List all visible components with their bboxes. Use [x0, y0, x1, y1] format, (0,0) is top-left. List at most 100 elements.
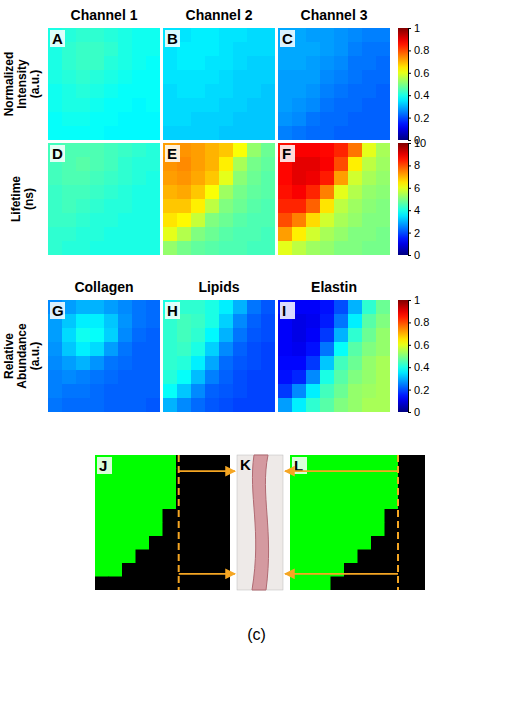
- heatmap-cell: [219, 112, 234, 127]
- heatmap-cell: [371, 550, 385, 564]
- heatmap-cell: [376, 199, 390, 214]
- heatmap-cell: [62, 185, 77, 200]
- heatmap-cell: [331, 496, 345, 510]
- heatmap-cell: [76, 126, 91, 140]
- heatmap-cell: [306, 328, 321, 343]
- colorbar-tick: 6: [408, 182, 420, 194]
- heatmap-cell: [317, 550, 331, 564]
- heatmap-cell: [203, 563, 217, 577]
- heatmap-cell: [90, 213, 105, 228]
- heatmap-cell: [385, 523, 399, 537]
- heatmap-cell: [358, 509, 372, 523]
- arrow: [179, 573, 235, 575]
- heatmap-cell: [122, 536, 136, 550]
- heatmap-cell: [104, 84, 119, 99]
- heatmap-cell: [76, 370, 91, 385]
- heatmap-cell: [203, 496, 217, 510]
- heatmap-cell: [306, 384, 321, 399]
- heatmap-cell: [132, 241, 147, 255]
- heatmap-cell: [149, 577, 163, 591]
- heatmap-cell: [191, 56, 206, 71]
- heatmap-cell: [331, 577, 345, 591]
- heatmap-cell: [247, 171, 262, 186]
- heatmap-cell: [398, 523, 412, 537]
- heatmap-cell: [122, 563, 136, 577]
- heatmap-cell: [306, 199, 321, 214]
- colorbar-tick-mark: [408, 95, 411, 96]
- heatmap-cell: [132, 126, 147, 140]
- heatmap-cell: [146, 227, 160, 242]
- heatmap-cell: [48, 98, 63, 113]
- heatmap-cell: [278, 126, 293, 140]
- panel-letter: A: [52, 30, 63, 47]
- heatmap-cell: [90, 241, 105, 255]
- colorbar-axis: 00.20.40.60.81: [408, 22, 429, 146]
- heatmap-cell: [163, 342, 178, 357]
- heatmap-cell: [104, 185, 119, 200]
- heatmap-cell: [118, 227, 133, 242]
- heatmap-cell: [132, 384, 147, 399]
- heatmap-cell: [348, 42, 363, 57]
- heatmap-cell: [412, 550, 426, 564]
- heatmap-cell: [104, 171, 119, 186]
- heatmap: [48, 143, 160, 255]
- heatmap-cell: [118, 112, 133, 127]
- heatmap-cell: [304, 550, 318, 564]
- label-patch: [280, 302, 295, 319]
- heatmap-cell: [104, 370, 119, 385]
- heatmap-cell: [412, 496, 426, 510]
- heatmap-cell: [109, 577, 123, 591]
- colorbar-tick-label: 0.2: [414, 384, 429, 396]
- heatmap-cell: [132, 398, 147, 412]
- heatmap-cell: [233, 28, 248, 43]
- heatmap-cell: [376, 28, 390, 43]
- heatmap-cell: [306, 370, 321, 385]
- panel-title: Collagen: [74, 279, 133, 295]
- heatmap-cell: [48, 241, 63, 255]
- heatmap-cell: [191, 185, 206, 200]
- colorbar-tick-mark: [408, 300, 411, 301]
- heatmap-cell: [362, 328, 377, 343]
- heatmap-cell: [233, 98, 248, 113]
- heatmap-cell: [118, 126, 133, 140]
- heatmap-cell: [217, 455, 231, 469]
- heatmap-cell: [292, 370, 307, 385]
- heatmap-cell: [348, 126, 363, 140]
- heatmap-cell: [190, 455, 204, 469]
- heatmap-cell: [190, 482, 204, 496]
- heatmap-cell: [219, 126, 234, 140]
- heatmap-cell: [190, 550, 204, 564]
- heatmap-cell: [348, 143, 363, 158]
- heatmap-cell: [412, 469, 426, 483]
- heatmap-cell: [62, 356, 77, 371]
- heatmap-cell: [48, 328, 63, 343]
- heatmap-cell: [132, 328, 147, 343]
- heatmap-cell: [292, 398, 307, 412]
- colorbar-tick: 4: [408, 204, 420, 216]
- heatmap-cell: [362, 98, 377, 113]
- heatmap-cell: [191, 314, 206, 329]
- heatmap-cell: [290, 523, 304, 537]
- heatmap-cell: [261, 171, 275, 186]
- heatmap-cell: [376, 56, 390, 71]
- colorbar-tick-label: 1: [414, 294, 420, 306]
- heatmap-cell: [412, 509, 426, 523]
- heatmap-cell: [398, 482, 412, 496]
- heatmap-cell: [177, 398, 192, 412]
- panel-letter: H: [167, 302, 178, 319]
- heatmap-cell: [348, 28, 363, 43]
- heatmap-cell: [48, 112, 63, 127]
- heatmap-cell: [177, 241, 192, 255]
- heatmap-cell: [118, 70, 133, 85]
- heatmap-cell: [191, 42, 206, 57]
- heatmap-cell: [306, 171, 321, 186]
- heatmap-cell: [136, 523, 150, 537]
- heatmap-cell: [76, 70, 91, 85]
- colorbar-tick: 0.6: [408, 67, 429, 79]
- heatmap-cell: [247, 157, 262, 172]
- heatmap-cell: [132, 199, 147, 214]
- colorbar-tick-label: 1: [414, 22, 420, 34]
- heatmap-cell: [317, 536, 331, 550]
- heatmap-cell: [146, 300, 160, 315]
- heatmap-cell: [304, 563, 318, 577]
